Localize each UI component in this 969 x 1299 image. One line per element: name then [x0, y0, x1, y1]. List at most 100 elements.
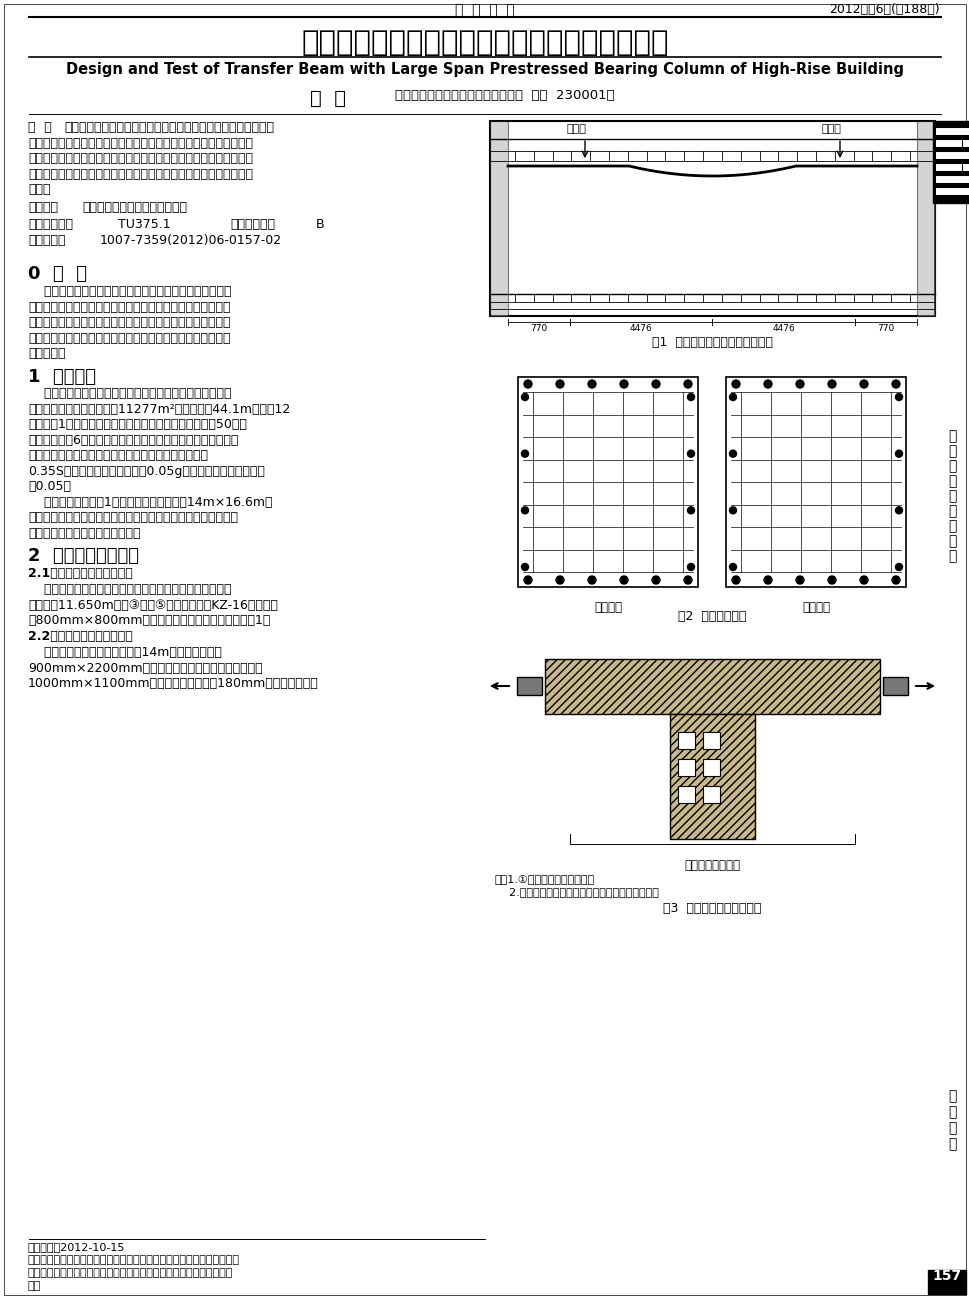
- Text: 反弯点: 反弯点: [567, 123, 586, 134]
- Text: B: B: [316, 218, 325, 231]
- Text: 2  预应力转换梁设计: 2 预应力转换梁设计: [28, 547, 139, 565]
- Text: 控制要点。: 控制要点。: [28, 347, 66, 360]
- Circle shape: [732, 381, 739, 388]
- Text: 2.2预应力转换梁的截面设计: 2.2预应力转换梁的截面设计: [28, 630, 133, 643]
- Circle shape: [796, 575, 803, 585]
- Bar: [545, 659, 879, 714]
- Text: 抗震设防烈度6度，抗震设防类别丙类，结构安全等级二级，地: 抗震设防烈度6度，抗震设防类别丙类，结构安全等级二级，地: [28, 434, 238, 447]
- Text: 收稿日期：2012-10-15: 收稿日期：2012-10-15: [28, 1242, 125, 1252]
- Text: 构: 构: [947, 444, 955, 459]
- Text: 用: 用: [947, 549, 955, 562]
- Text: 770: 770: [877, 323, 893, 333]
- Bar: [703, 786, 719, 803]
- Text: 究: 究: [947, 520, 955, 533]
- Text: 注：1.①轴线处承压板示意图；: 注：1.①轴线处承压板示意图；: [494, 874, 595, 885]
- Bar: [725, 377, 905, 587]
- Text: 用后张有粘结预应力托柱转换梁。: 用后张有粘结预应力托柱转换梁。: [28, 526, 141, 539]
- Text: 文章编号：: 文章编号：: [28, 234, 66, 247]
- Circle shape: [764, 381, 771, 388]
- Text: 高层建筑；预应力；托柱转换梁: 高层建筑；预应力；托柱转换梁: [82, 200, 187, 213]
- Text: 本工程预应力转换梁为托柱转换梁，梁顶位于三层楼面，: 本工程预应力转换梁为托柱转换梁，梁顶位于三层楼面，: [28, 583, 232, 596]
- Circle shape: [828, 575, 835, 585]
- Circle shape: [619, 575, 627, 585]
- Text: 意义。: 意义。: [28, 183, 50, 196]
- Bar: [517, 377, 698, 587]
- Text: 1  工程概况: 1 工程概况: [28, 368, 96, 386]
- Text: 157: 157: [931, 1269, 960, 1283]
- Text: 2012年第6期(总188期): 2012年第6期(总188期): [828, 3, 939, 16]
- Circle shape: [729, 564, 735, 570]
- Circle shape: [891, 575, 899, 585]
- Text: 高层建筑大跨度预应力托柱转换梁的设计与测试: 高层建筑大跨度预应力托柱转换梁的设计与测试: [301, 29, 668, 57]
- Text: 图3  梁的张拉锚固端节点图: 图3 梁的张拉锚固端节点图: [662, 902, 761, 914]
- Text: 徽: 徽: [947, 1105, 955, 1118]
- Circle shape: [555, 381, 563, 388]
- Circle shape: [860, 575, 867, 585]
- Text: 梁顶标高11.650m，在③轴与⑤轴间托框架柱KZ-16，柱子截: 梁顶标高11.650m，在③轴与⑤轴间托框架柱KZ-16，柱子截: [28, 599, 277, 612]
- Circle shape: [828, 381, 835, 388]
- Text: 中间不允许有柱子，经多方案比较，综合各种因素考虑，设计采: 中间不允许有柱子，经多方案比较，综合各种因素考虑，设计采: [28, 511, 237, 523]
- Text: 关键词：: 关键词：: [28, 200, 58, 213]
- Text: 路，南近街东路，建筑面积11277m²，建筑高度44.1m，地上12: 路，南近街东路，建筑面积11277m²，建筑高度44.1m，地上12: [28, 403, 290, 416]
- Text: 0  引  言: 0 引 言: [28, 265, 87, 282]
- Text: 本工程在二层设有1个多功能厅，平面尺寸14m×16.6m，: 本工程在二层设有1个多功能厅，平面尺寸14m×16.6m，: [28, 495, 272, 508]
- Circle shape: [729, 451, 735, 457]
- Circle shape: [683, 575, 691, 585]
- Text: 设: 设: [947, 459, 955, 473]
- Text: 承压板放置示意图: 承压板放置示意图: [683, 859, 739, 872]
- Bar: [927, 1270, 965, 1294]
- Text: 广泛运用于高层建筑当中。文章通过潘山县公安局业务大楼预应力转: 广泛运用于高层建筑当中。文章通过潘山县公安局业务大楼预应力转: [28, 136, 253, 149]
- Text: 研: 研: [947, 504, 955, 518]
- Text: 固。: 固。: [28, 1281, 42, 1291]
- Text: 本工程预应力转换梁的跨度为14m，梁截面尺寸为: 本工程预应力转换梁的跨度为14m，梁截面尺寸为: [28, 646, 222, 659]
- Bar: [677, 786, 694, 803]
- Circle shape: [521, 564, 528, 570]
- Text: 构中，本文通过工程实例，介绍大跨度预应力托柱转换梁的设: 构中，本文通过工程实例，介绍大跨度预应力托柱转换梁的设: [28, 316, 231, 329]
- Circle shape: [687, 507, 694, 514]
- Circle shape: [555, 575, 563, 585]
- Text: Design and Test of Transfer Beam with Large Span Prestressed Bearing Column of H: Design and Test of Transfer Beam with La…: [66, 62, 903, 77]
- Bar: [489, 121, 508, 316]
- Circle shape: [894, 451, 901, 457]
- Bar: [916, 121, 934, 316]
- Text: 计: 计: [947, 474, 955, 488]
- Text: 要，高层建筑的使用功能也越来越多，转换构件正普通用于结: 要，高层建筑的使用功能也越来越多，转换构件正普通用于结: [28, 300, 231, 313]
- Text: 换梁的设计，着重介绍大跨度预应力托柱转换梁的设计方法、测试结: 换梁的设计，着重介绍大跨度预应力托柱转换梁的设计方法、测试结: [28, 152, 253, 165]
- Circle shape: [651, 575, 659, 585]
- Text: 结: 结: [947, 429, 955, 443]
- Text: 为0.05。: 为0.05。: [28, 481, 71, 494]
- Text: 层，地下1层。采用钢筋混凝土框架结构，设计使用年限50年，: 层，地下1层。采用钢筋混凝土框架结构，设计使用年限50年，: [28, 418, 247, 431]
- Text: 朱  华: 朱 华: [310, 90, 346, 108]
- Text: TU375.1: TU375.1: [118, 218, 171, 231]
- Circle shape: [523, 575, 531, 585]
- Circle shape: [894, 394, 901, 400]
- Text: 建: 建: [947, 1121, 955, 1135]
- Circle shape: [796, 381, 803, 388]
- Bar: [489, 121, 934, 316]
- Circle shape: [860, 381, 867, 388]
- Text: 支承截面: 支承截面: [801, 601, 829, 614]
- Circle shape: [687, 394, 694, 400]
- Text: 0.35S，设计基本地震加速值为0.05g，钢筋混凝土结构阻尼比: 0.35S，设计基本地震加速值为0.05g，钢筋混凝土结构阻尼比: [28, 465, 265, 478]
- Bar: [677, 759, 694, 776]
- Bar: [703, 759, 719, 776]
- Text: 摘  要: 摘 要: [28, 121, 51, 134]
- Text: 1000mm×1100mm，该区域楼板厚度为180mm，梁板柱混凝土: 1000mm×1100mm，该区域楼板厚度为180mm，梁板柱混凝土: [28, 677, 319, 690]
- Circle shape: [729, 394, 735, 400]
- Text: 图2  梁截面配筋图: 图2 梁截面配筋图: [677, 611, 745, 624]
- Text: 筑: 筑: [947, 1137, 955, 1151]
- Text: 作者简介：朱华，男，安徽合肥人，毕业于中国科技大学，硕士；高级工: 作者简介：朱华，男，安徽合肥人，毕业于中国科技大学，硕士；高级工: [28, 1255, 239, 1265]
- Text: 计，托柱转换梁的测试结果分析，以及托柱转换梁的施工质量: 计，托柱转换梁的测试结果分析，以及托柱转换梁的施工质量: [28, 331, 231, 344]
- Circle shape: [521, 451, 528, 457]
- Text: 4476: 4476: [629, 323, 652, 333]
- Text: 文献标识码：: 文献标识码：: [230, 218, 275, 231]
- Circle shape: [523, 381, 531, 388]
- Text: 图1  预应力转换梁钢筋曲线位置图: 图1 预应力转换梁钢筋曲线位置图: [651, 336, 771, 349]
- Circle shape: [891, 381, 899, 388]
- Circle shape: [894, 507, 901, 514]
- Text: 900mm×2200mm，两端支承与框架柱上，框架柱截面: 900mm×2200mm，两端支承与框架柱上，框架柱截面: [28, 661, 263, 674]
- Circle shape: [587, 575, 595, 585]
- Text: ：随着高层建筑的不断发展，综合性功能越来越多，转换构件已: ：随着高层建筑的不断发展，综合性功能越来越多，转换构件已: [64, 121, 273, 134]
- Text: 中图分类号：: 中图分类号：: [28, 218, 73, 231]
- Bar: [882, 677, 907, 695]
